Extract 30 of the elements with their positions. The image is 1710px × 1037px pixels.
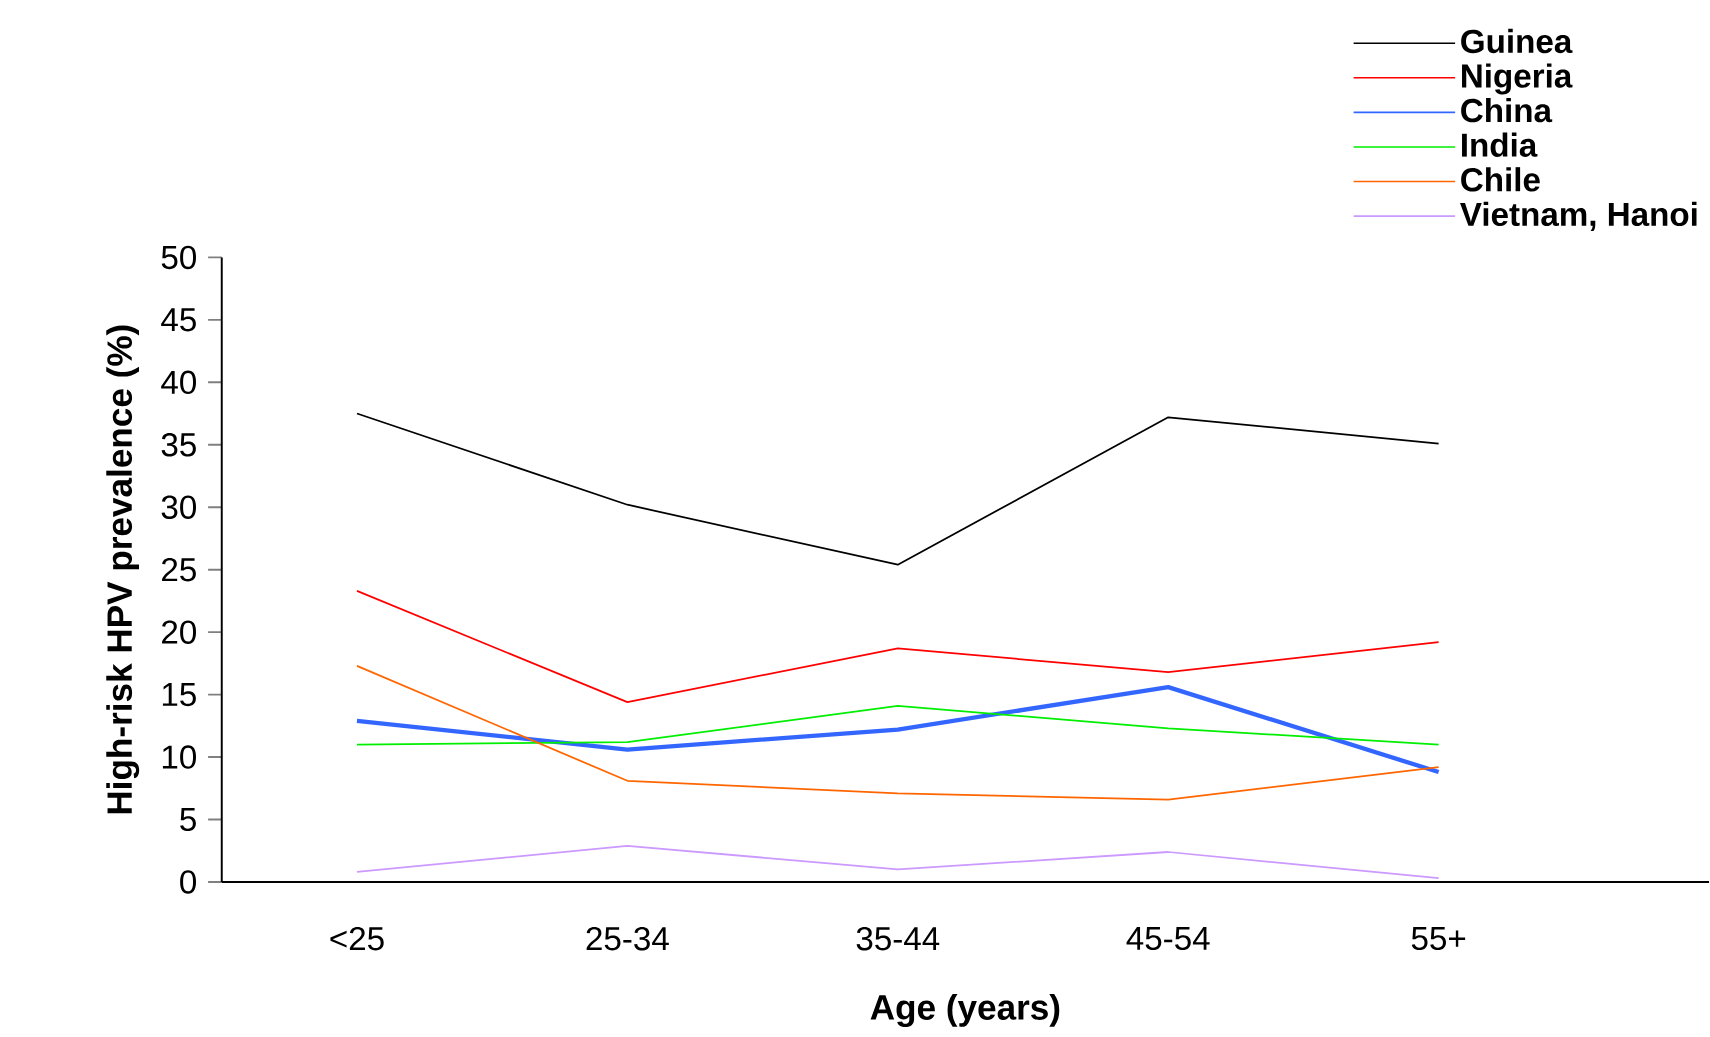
y-tick-label: 20 [162, 620, 196, 644]
x-tick-label: 35-44 [856, 926, 940, 951]
legend-label: China [1461, 97, 1553, 123]
x-tick-label: 45-54 [1126, 926, 1210, 950]
x-tick-label: 25-34 [586, 926, 669, 951]
y-tick-label: 25 [162, 557, 196, 582]
x-tick-label: <25 [330, 926, 384, 951]
line-series [356, 664, 1440, 801]
legend-label: India [1462, 132, 1538, 157]
y-tick-label: 40 [161, 370, 196, 394]
y-tick-label: 10 [162, 745, 196, 769]
y-tick-label: 45 [161, 308, 196, 332]
legend-label: Nigeria [1462, 63, 1573, 95]
line-series [356, 704, 1440, 746]
legend-label: Guinea [1461, 28, 1573, 54]
y-tick-label: 0 [180, 870, 197, 894]
y-tick-label: 5 [180, 807, 196, 831]
line-series [356, 412, 1440, 566]
legend-label: Vietnam, Hanoi [1460, 201, 1697, 231]
line-series [356, 589, 1440, 703]
y-tick-label: 15 [162, 682, 196, 707]
y-tick-label: 30 [161, 495, 196, 519]
line-series [356, 844, 1440, 879]
x-axis-title: Age (years) [870, 993, 1060, 1027]
y-tick-label: 35 [161, 432, 196, 457]
x-tick-label: 55+ [1411, 926, 1466, 950]
y-tick-label: 50 [161, 245, 196, 269]
legend-label: Chile [1461, 166, 1540, 192]
line-series [354, 684, 1441, 775]
y-axis-title: High-risk HPV prevalence (%) [106, 325, 140, 814]
